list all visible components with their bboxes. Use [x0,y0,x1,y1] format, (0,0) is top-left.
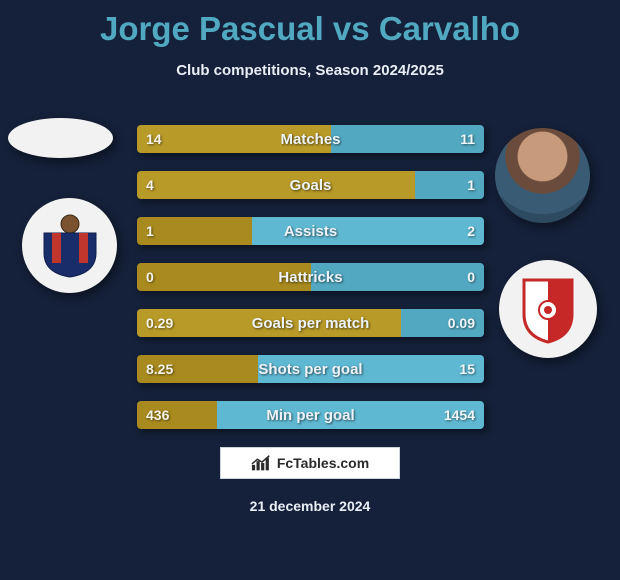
subtitle: Club competitions, Season 2024/2025 [0,62,620,79]
stat-bar-left-value: 436 [146,401,169,429]
stat-bar: Goals4 1 [137,171,484,199]
stat-bar-right-value: 11 [460,125,475,153]
stat-bar-left-value: 4 [146,171,154,199]
granada-crest-icon [518,274,578,344]
stat-bar-label: Min per goal [137,401,484,429]
generation-date: 21 december 2024 [0,498,620,514]
comparison-bars: Matches1411Goals41Assists12Hattricks00Go… [137,125,484,447]
stat-bar: Matches14 11 [137,125,484,153]
stat-bar-right-value: 15 [459,355,475,383]
player2-name: Carvalho [379,10,520,47]
comparison-title: Jorge Pascual vs Carvalho [0,0,620,48]
stat-bar-right-value: 0 [467,263,475,291]
stat-bar: Assists1 2 [137,217,484,245]
vs-text: vs [333,10,370,47]
stat-bar-right-value: 2 [467,217,475,245]
stat-bar: Goals per match0.29 0.09 [137,309,484,337]
branding-badge: FcTables.com [220,447,400,479]
stat-bar-label: Shots per goal [137,355,484,383]
player2-avatar [495,128,590,223]
player1-name: Jorge Pascual [100,10,324,47]
branding-text: FcTables.com [277,455,369,471]
stat-bar-label: Matches [137,125,484,153]
stat-bar-right-value: 1 [467,171,475,199]
stat-bar-label: Assists [137,217,484,245]
stat-bar-label: Goals [137,171,484,199]
player1-club-badge [22,198,117,293]
stat-bar-left-value: 0.29 [146,309,173,337]
stat-bar-right-value: 1454 [444,401,475,429]
eibar-crest-icon [40,213,100,279]
stat-bar: Shots per goal8.25 15 [137,355,484,383]
stat-bar-left-value: 8.25 [146,355,173,383]
stat-bar-right-value: 0.09 [448,309,475,337]
stat-bar: Min per goal436 1454 [137,401,484,429]
stat-bar: Hattricks0 0 [137,263,484,291]
stat-bar-label: Hattricks [137,263,484,291]
fctables-logo-icon [251,454,273,472]
stat-bar-label: Goals per match [137,309,484,337]
stat-bar-left-value: 1 [146,217,154,245]
player2-club-badge [499,260,597,358]
player1-avatar [8,118,113,158]
stat-bar-left-value: 14 [146,125,162,153]
stat-bar-left-value: 0 [146,263,154,291]
